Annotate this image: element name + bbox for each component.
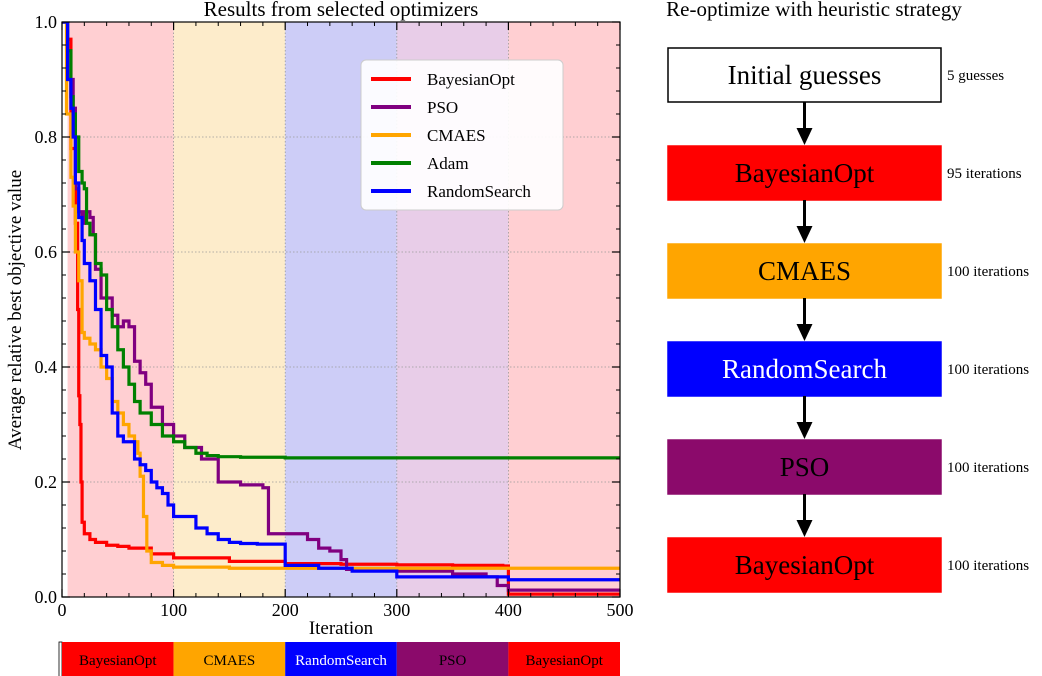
legend-label-bayesianopt: BayesianOpt bbox=[427, 70, 515, 89]
flow-step-note-2: 95 iterations bbox=[947, 166, 1022, 182]
flow-step-label-1: Initial guesses bbox=[728, 60, 882, 90]
x-tick-label: 500 bbox=[607, 600, 634, 620]
flow-step-label-2: BayesianOpt bbox=[735, 158, 875, 188]
flow-step-note-1: 5 guesses bbox=[947, 68, 1004, 84]
series-line-cmaes bbox=[62, 22, 620, 570]
flow-arrow-head bbox=[796, 324, 813, 341]
tick-layer: 0 100 200 300 400 500 0.0 0.2 0.4 0.6 0.8 1.0 bbox=[35, 12, 634, 620]
y-tick-label: 0.0 bbox=[35, 587, 58, 607]
legend: BayesianOpt PSO CMAES Adam RandomSearch bbox=[360, 59, 564, 211]
phase-band-1 bbox=[67, 22, 174, 597]
flow-arrow-head bbox=[796, 128, 813, 145]
phase-bar-segment-5 bbox=[508, 642, 620, 676]
chart-title: Results from selected optimizers bbox=[204, 0, 479, 21]
convergence-chart: 0 100 200 300 400 500 0.0 0.2 0.4 0.6 0.8 1.0 Resul… bbox=[5, 0, 634, 676]
legend-label-randomsearch: RandomSearch bbox=[427, 182, 531, 201]
flow-step-label-6: BayesianOpt bbox=[735, 550, 875, 580]
flow-arrow-head bbox=[796, 422, 813, 439]
x-axis-label: Iteration bbox=[309, 618, 374, 639]
phase-bar: BayesianOpt CMAES RandomSearch PSO BayesianO… bbox=[58, 641, 620, 676]
plot-frame bbox=[61, 21, 621, 598]
y-tick-label: 0.6 bbox=[35, 242, 58, 262]
x-tick-label: 100 bbox=[160, 600, 187, 620]
phase-bar-label-4: PSO bbox=[439, 653, 467, 669]
heuristic-strategy-flowchart: Re-optimize with heuristic strategy Init… bbox=[666, 0, 1029, 593]
flow-step-note-6: 100 iterations bbox=[947, 558, 1029, 574]
flow-steps: Initial guesses 5 guesses BayesianOpt 95 it… bbox=[667, 47, 1029, 593]
y-tick-label: 1.0 bbox=[35, 12, 58, 32]
legend-label-pso: PSO bbox=[427, 98, 458, 117]
series-line-adam bbox=[62, 22, 620, 460]
phase-bar-label-1: BayesianOpt bbox=[79, 653, 157, 669]
flow-step-label-4: RandomSearch bbox=[722, 354, 887, 384]
x-tick-label: 300 bbox=[383, 600, 410, 620]
phase-bar-label-2: CMAES bbox=[204, 653, 256, 669]
flow-arrow-head bbox=[796, 226, 813, 243]
y-tick-label: 0.4 bbox=[35, 357, 58, 377]
phase-bar-segment-1 bbox=[62, 642, 174, 676]
legend-label-cmaes: CMAES bbox=[427, 126, 486, 145]
series-layer bbox=[62, 22, 620, 596]
phase-bar-label-3: RandomSearch bbox=[295, 653, 387, 669]
phase-bar-segment-3 bbox=[285, 642, 397, 676]
x-tick-label: 0 bbox=[58, 600, 67, 620]
flow-step-box-6 bbox=[667, 537, 942, 593]
phase-band-2 bbox=[173, 22, 286, 597]
x-tick-label: 200 bbox=[272, 600, 299, 620]
phase-bar-segment-2 bbox=[173, 642, 286, 676]
phase-bar-segment-4 bbox=[396, 642, 509, 676]
x-tick-label: 400 bbox=[495, 600, 522, 620]
flow-step-box-3 bbox=[667, 243, 942, 299]
phase-bar-label-5: BayesianOpt bbox=[525, 653, 603, 669]
series-line-bayesianopt bbox=[62, 22, 620, 596]
phase-bar-edge bbox=[58, 641, 63, 676]
flow-step-note-4: 100 iterations bbox=[947, 362, 1029, 378]
y-tick-label: 0.2 bbox=[35, 472, 58, 492]
legend-label-adam: Adam bbox=[427, 154, 469, 173]
flow-step-box-1 bbox=[667, 47, 942, 103]
y-tick-label: 0.8 bbox=[35, 127, 58, 147]
series-line-randomsearch bbox=[62, 22, 620, 582]
y-axis-label: Average relative best objective value bbox=[5, 170, 26, 450]
legend-box bbox=[360, 59, 564, 211]
flow-step-note-3: 100 iterations bbox=[947, 264, 1029, 280]
flow-step-note-5: 100 iterations bbox=[947, 460, 1029, 476]
flow-step-label-3: CMAES bbox=[758, 256, 851, 286]
flow-step-box-2 bbox=[667, 145, 942, 201]
flow-step-label-5: PSO bbox=[780, 452, 830, 482]
flow-arrow-head bbox=[796, 520, 813, 537]
flowchart-title: Re-optimize with heuristic strategy bbox=[666, 0, 962, 21]
